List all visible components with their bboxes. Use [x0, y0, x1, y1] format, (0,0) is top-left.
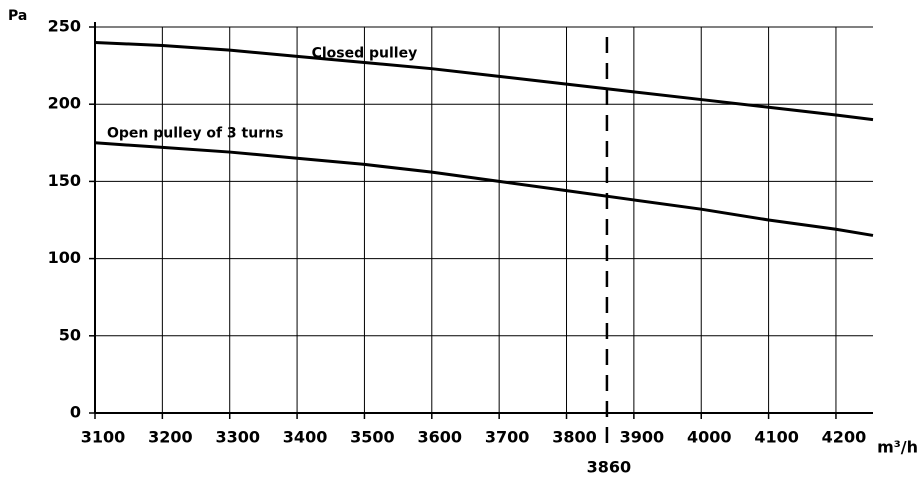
- y-axis-label: Pa: [8, 8, 27, 24]
- y-tick-label: 200: [48, 94, 81, 113]
- x-tick-label: 3600: [418, 428, 463, 447]
- y-tick-label: 100: [48, 248, 81, 267]
- series-label: Closed pulley: [312, 45, 418, 61]
- x-tick-label: 3100: [81, 428, 126, 447]
- x-tick-label: 3400: [283, 428, 328, 447]
- marker-label: 3860: [587, 458, 632, 477]
- series-line: [94, 40, 874, 122]
- x-tick-label: 3900: [620, 428, 665, 447]
- y-tick-label: 50: [59, 325, 81, 344]
- x-tick-label: 3700: [485, 428, 530, 447]
- series-line: [94, 141, 874, 237]
- x-tick-label: 4100: [754, 428, 799, 447]
- y-tick-label: 150: [48, 171, 81, 190]
- x-axis-label: m³/h: [877, 438, 918, 457]
- x-tick-label: 4200: [822, 428, 867, 447]
- x-tick-label: 4000: [687, 428, 732, 447]
- y-tick-label: 250: [48, 17, 81, 36]
- y-tick-label: 0: [70, 403, 81, 422]
- series-label: Open pulley of 3 turns: [107, 126, 283, 142]
- x-tick-label: 3500: [350, 428, 395, 447]
- x-tick-label: 3800: [552, 428, 597, 447]
- x-tick-label: 3200: [148, 428, 193, 447]
- x-tick-label: 3300: [215, 428, 260, 447]
